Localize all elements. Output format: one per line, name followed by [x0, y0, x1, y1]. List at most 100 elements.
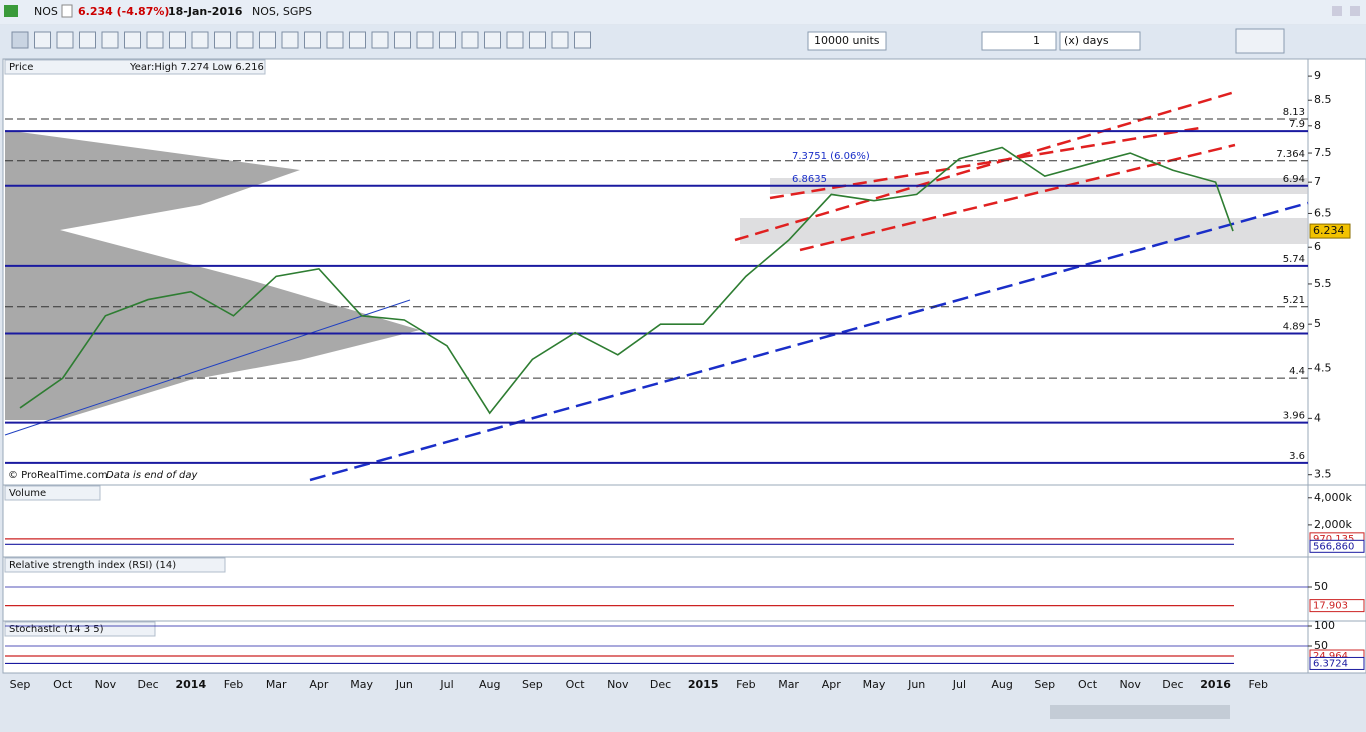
x-tick-label: 2014	[175, 678, 206, 691]
tool-button[interactable]	[34, 31, 51, 49]
period-input[interactable]	[981, 31, 1057, 51]
panel-header	[4, 621, 156, 637]
tool-button[interactable]	[461, 31, 479, 49]
value-label: 6.3724	[1313, 658, 1348, 669]
tool-button[interactable]	[574, 31, 591, 49]
y-tick-label: 50	[1314, 639, 1328, 652]
scrollbar[interactable]	[1050, 705, 1230, 719]
tool-button[interactable]	[79, 31, 96, 49]
tool-button[interactable]	[551, 31, 569, 49]
last-price-box	[1309, 223, 1351, 239]
y-tick-label: 5.5	[1314, 277, 1332, 290]
x-tick-label: Jun	[907, 678, 925, 691]
tool-button[interactable]	[326, 31, 344, 49]
y-tick-label: 5	[1314, 317, 1321, 330]
value-label: 24.964	[1313, 651, 1348, 662]
tool-button[interactable]	[56, 31, 74, 49]
tool-button[interactable]	[11, 31, 29, 49]
date: 18-Jan-2016	[168, 5, 243, 18]
chart-type-button[interactable]	[1235, 28, 1285, 54]
close-button[interactable]	[1350, 6, 1360, 16]
level-label: 5.74	[1283, 254, 1305, 265]
y-tick-label: 100	[1314, 619, 1335, 632]
period: 1	[1033, 34, 1040, 47]
level-label: 4.4	[1289, 366, 1305, 377]
y-tick-label: 50	[1314, 580, 1328, 593]
x-tick-label: May	[863, 678, 886, 691]
price-line	[19, 146, 1234, 415]
x-tick-label: Dec	[137, 678, 158, 691]
tool-button[interactable]	[304, 31, 321, 49]
x-tick-label: Aug	[991, 678, 1012, 691]
level-label: 8.13	[1283, 107, 1305, 118]
tool-button[interactable]	[236, 31, 254, 49]
panel-title: Stochastic (14 3 5)	[9, 624, 104, 635]
x-tick-label: Feb	[736, 678, 755, 691]
y-tick-label: 7	[1314, 175, 1321, 188]
y-tick-label: 6.5	[1314, 206, 1332, 219]
tool-icons	[11, 31, 591, 49]
panel-title: Price	[9, 62, 33, 73]
tool-button[interactable]	[259, 31, 276, 49]
tool-button[interactable]	[371, 31, 389, 49]
value-label: 566,860	[1313, 541, 1354, 552]
minimize-button[interactable]	[1332, 6, 1342, 16]
value-label: 970,135	[1313, 534, 1354, 545]
tool-button[interactable]	[484, 31, 501, 49]
x-tick-label: Oct	[566, 678, 586, 691]
x-tick-label: 2016	[1200, 678, 1231, 691]
x-tick-label: Jul	[439, 678, 453, 691]
tool-button[interactable]	[349, 31, 366, 49]
units: 10000 units	[814, 34, 880, 47]
panel-title: Volume	[9, 488, 46, 499]
x-tick-label: Jul	[952, 678, 966, 691]
panel-header	[4, 557, 226, 573]
tool-button[interactable]	[394, 31, 411, 49]
x-tick-label: Oct	[53, 678, 73, 691]
info-icon[interactable]	[61, 4, 73, 18]
x-tick-label: Mar	[266, 678, 287, 691]
tool-button[interactable]	[124, 31, 141, 49]
y-tick-label: 2,000k	[1314, 518, 1352, 531]
tool-button[interactable]	[214, 31, 231, 49]
trend-line	[309, 201, 1309, 482]
tool-button[interactable]	[101, 31, 119, 49]
tool-button[interactable]	[191, 31, 209, 49]
tool-button[interactable]	[416, 31, 434, 49]
y-tick-label: 8	[1314, 119, 1321, 132]
x-tick-label: Jun	[395, 678, 413, 691]
value-box	[1309, 599, 1365, 613]
value-label: 17.903	[1313, 601, 1348, 612]
level-label: 7.364	[1276, 149, 1305, 160]
period-unit-select[interactable]	[1059, 31, 1141, 51]
annotation: 7.3751 (6.06%)	[792, 151, 870, 162]
x-tick-label: Apr	[309, 678, 329, 691]
x-tick-label: Aug	[479, 678, 500, 691]
tool-button[interactable]	[169, 31, 186, 49]
x-tick-label: 2015	[688, 678, 719, 691]
x-tick-label: Feb	[224, 678, 243, 691]
x-tick-label: Nov	[1119, 678, 1141, 691]
right-axis	[1307, 58, 1366, 674]
period-unit: (x) days	[1064, 34, 1109, 47]
level-label: 7.9	[1289, 119, 1305, 130]
level-label: 3.96	[1283, 411, 1305, 422]
app-icon	[4, 5, 18, 17]
trend-line	[734, 90, 1236, 242]
units-select[interactable]	[807, 31, 887, 51]
x-tick-label: Sep	[522, 678, 543, 691]
tool-button[interactable]	[439, 31, 456, 49]
y-tick-label: 8.5	[1314, 93, 1332, 106]
x-tick-label: Apr	[822, 678, 842, 691]
tool-button[interactable]	[281, 31, 299, 49]
y-tick-label: 4.5	[1314, 362, 1332, 375]
instrument-name: NOS, SGPS	[252, 5, 312, 18]
tool-button[interactable]	[506, 31, 524, 49]
volume-profile	[5, 130, 420, 420]
x-tick-label: Oct	[1078, 678, 1098, 691]
x-tick-label: Dec	[1162, 678, 1183, 691]
tool-button[interactable]	[529, 31, 546, 49]
panel-subtitle: Year:High 7.274 Low 6.216	[129, 62, 264, 73]
tool-button[interactable]	[146, 31, 164, 49]
